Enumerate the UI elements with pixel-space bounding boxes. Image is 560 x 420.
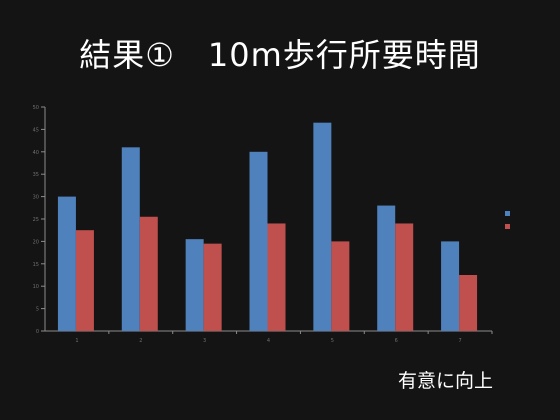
- x-tick-label: 6: [395, 338, 398, 344]
- bar-series2-cat1: [75, 230, 94, 331]
- bar-series2-cat4: [267, 223, 286, 331]
- y-tick-label: 20: [33, 239, 39, 245]
- bar-series1-cat3: [185, 239, 204, 331]
- bar-series2-cat7: [459, 275, 478, 331]
- x-tick-label: 3: [203, 338, 206, 344]
- bar-series2-cat5: [331, 241, 350, 331]
- y-tick-label: 45: [33, 127, 39, 133]
- y-tick-label: 15: [33, 262, 39, 268]
- bar-series2-cat6: [395, 223, 414, 331]
- bar-series1-cat6: [377, 205, 396, 331]
- legend-swatch-2: [505, 224, 510, 229]
- y-tick-label: 0: [36, 329, 39, 335]
- bar-series1-cat7: [441, 241, 460, 331]
- bar-series1-cat2: [121, 147, 140, 331]
- y-tick-label: 40: [33, 150, 39, 156]
- x-tick-label: 1: [75, 338, 78, 344]
- y-tick-label: 35: [33, 172, 39, 178]
- bar-series2-cat3: [203, 243, 222, 331]
- x-tick-label: 4: [267, 338, 270, 344]
- x-tick-label: 7: [458, 338, 461, 344]
- y-tick-label: 25: [33, 217, 39, 223]
- bar-series1-cat1: [57, 196, 76, 331]
- slide-title: 結果① 10m歩行所要時間: [79, 36, 481, 74]
- bar-series2-cat2: [139, 216, 158, 331]
- result-note: 有意に向上: [398, 370, 494, 392]
- legend-swatch-1: [505, 211, 510, 216]
- y-tick-label: 10: [33, 284, 39, 290]
- y-tick-label: 30: [33, 195, 39, 201]
- x-tick-label: 2: [139, 338, 142, 344]
- y-tick-label: 5: [36, 307, 39, 313]
- x-tick-label: 5: [331, 338, 334, 344]
- bar-series1-cat5: [313, 122, 332, 332]
- bar-series1-cat4: [249, 151, 268, 331]
- y-tick-label: 50: [33, 105, 39, 111]
